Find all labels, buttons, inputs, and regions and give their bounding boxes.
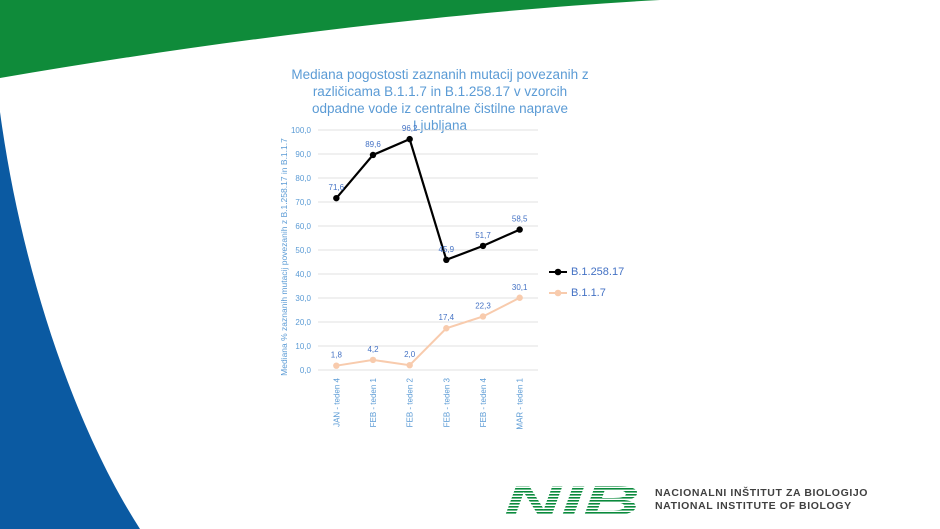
data-point	[443, 325, 450, 332]
y-tick-label: 10,0	[295, 342, 311, 351]
x-tick-label: FEB - teden 1	[369, 377, 378, 427]
data-point	[333, 194, 340, 202]
y-tick-label: 30,0	[295, 294, 311, 303]
data-label: 71,6	[329, 183, 345, 192]
nib-logo: NIB	[504, 482, 640, 518]
svg-text:NIB: NIB	[504, 482, 640, 518]
legend-label-b-1-258-17: B.1.258.17	[571, 266, 625, 278]
data-point	[369, 151, 377, 159]
y-tick-label: 70,0	[295, 198, 311, 207]
data-label: 22,3	[475, 301, 491, 310]
y-tick-label: 90,0	[295, 150, 311, 159]
y-tick-label: 80,0	[295, 174, 311, 183]
green-swoosh	[0, 0, 660, 78]
data-point	[479, 313, 487, 320]
data-label: 89,6	[365, 140, 381, 149]
data-label: 30,1	[512, 283, 528, 292]
legend-item-b-1-1-7: B.1.1.7	[549, 283, 624, 303]
series-line	[335, 137, 521, 262]
legend: B.1.258.17 B.1.1.7	[549, 262, 624, 304]
data-label: 2,0	[404, 350, 416, 359]
data-point	[516, 226, 523, 233]
data-label: 51,7	[475, 231, 491, 240]
data-label: 96,2	[402, 124, 418, 133]
data-label: 45,9	[439, 245, 455, 254]
x-tick-label: MAR - teden 1	[516, 377, 525, 429]
data-point	[406, 135, 413, 143]
data-point	[406, 362, 413, 369]
data-point	[333, 362, 340, 369]
series-line	[336, 296, 521, 367]
chart-title: Mediana pogostosti zaznanih mutacij pove…	[291, 67, 589, 133]
data-point	[479, 242, 487, 250]
data-point	[516, 294, 523, 301]
x-tick-label: FEB - teden 3	[442, 377, 451, 427]
y-tick-label: 60,0	[295, 222, 311, 231]
x-tick-label: JAN - teden 4	[332, 377, 341, 426]
y-tick-label: 100,0	[291, 126, 312, 135]
data-point	[443, 256, 450, 264]
legend-marker-b-1-258-17	[549, 268, 567, 276]
y-tick-label: 20,0	[295, 318, 311, 327]
data-label: 58,5	[512, 215, 528, 224]
data-label: 1,8	[331, 351, 343, 360]
x-tick-label: FEB - teden 4	[479, 377, 488, 427]
y-tick-label: 0,0	[300, 366, 312, 375]
y-tick-label: 50,0	[295, 246, 311, 255]
x-tick-label: FEB - teden 2	[406, 377, 415, 427]
blue-swoosh	[0, 112, 140, 529]
legend-label-b-1-1-7: B.1.1.7	[571, 287, 606, 299]
y-tick-label: 40,0	[295, 270, 311, 279]
organization-name-slovenian: NACIONALNI INŠTITUT ZA BIOLOGIJO	[655, 487, 869, 499]
data-label: 4,2	[367, 345, 379, 354]
data-label: 17,4	[439, 313, 455, 322]
data-point	[369, 356, 377, 364]
organization-name-english: NATIONAL INSTITUTE OF BIOLOGY	[655, 500, 852, 512]
legend-marker-b-1-1-7	[549, 289, 567, 297]
legend-item-b-1-258-17: B.1.258.17	[549, 262, 624, 282]
